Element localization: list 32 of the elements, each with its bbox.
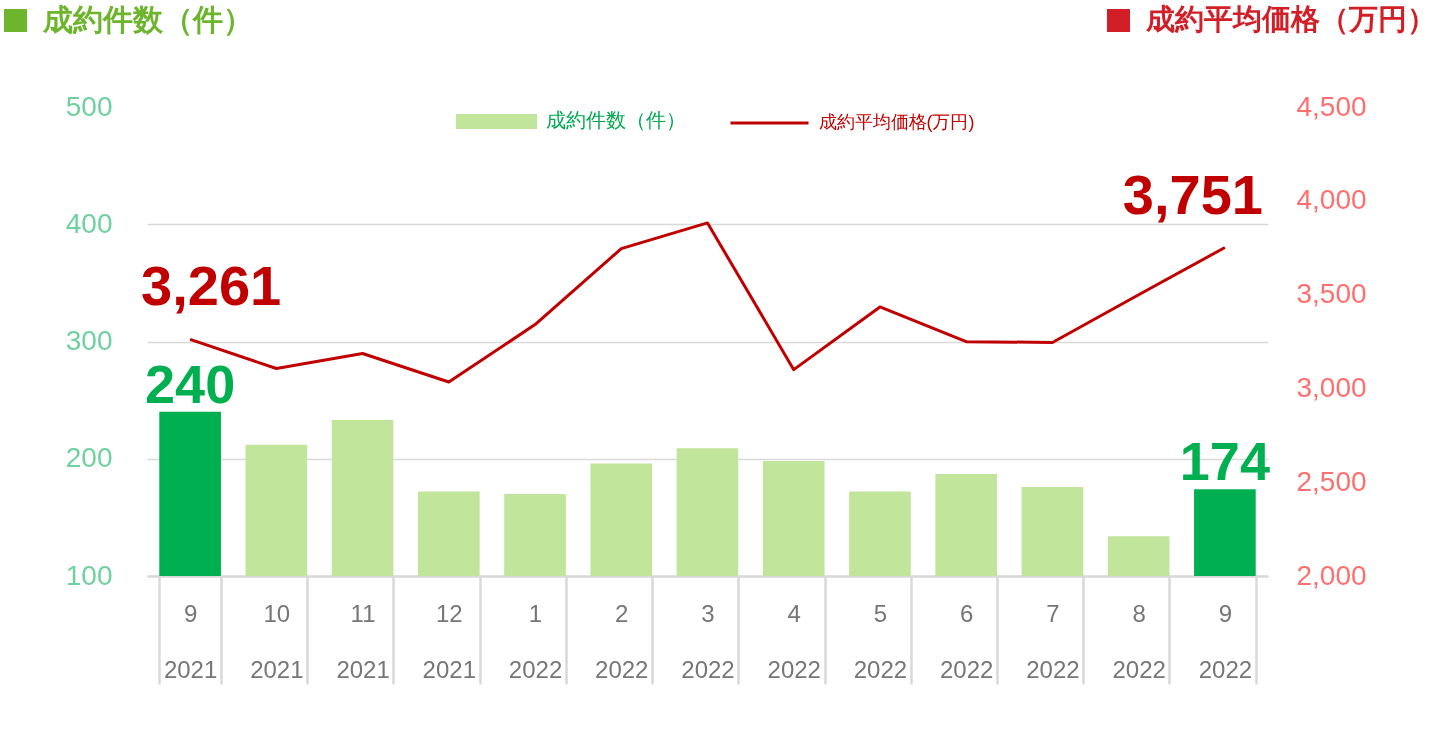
y2-tick-label: 4,500 [1296,90,1367,122]
y-tick-label: 100 [65,559,113,591]
y2-tick-label: 4,000 [1296,184,1367,216]
category-label: 4 2022 [767,599,821,683]
data-label: 3,261 [141,254,282,318]
category-label: 1 2022 [508,599,563,683]
category-label: 5 2022 [853,599,908,683]
data-label: 174 [1179,431,1270,492]
category-label: 10 2021 [250,599,304,683]
y-axis-title: 成約件数（件） [43,1,253,38]
y-tick-label: 200 [65,442,113,474]
category-label: 11 2021 [336,599,390,683]
category-label: 2 2022 [595,599,649,683]
data-label: 3,751 [1122,162,1263,226]
category-label: 9 2021 [163,599,218,683]
category-label: 9 2022 [1198,599,1253,683]
y-tick-label: 500 [65,90,113,122]
y2-tick-label: 2,000 [1296,559,1367,591]
y2-tick-label: 3,000 [1296,371,1367,403]
y-tick-label: 300 [65,325,113,356]
legend-label: 成約平均価格(万円) [818,112,975,132]
y-tick-label: 400 [65,207,113,239]
category-label: 3 2022 [681,599,735,683]
category-label: 6 2022 [940,599,994,683]
y2-tick-label: 3,500 [1296,278,1367,310]
category-label: 12 2021 [422,599,476,683]
category-label: 8 2022 [1112,599,1166,683]
y2-tick-label: 2,500 [1296,465,1367,497]
category-label: 7 2022 [1026,599,1080,683]
data-label: 240 [145,353,236,414]
legend-label: 成約件数（件） [545,109,686,132]
y2-axis-title: 成約平均価格（万円） [1146,2,1436,37]
